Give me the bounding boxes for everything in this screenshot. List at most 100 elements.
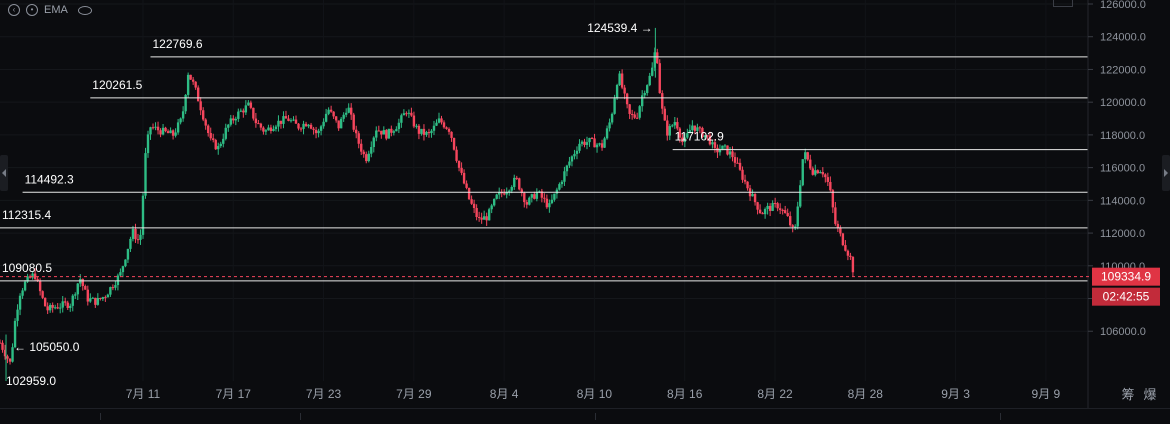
candle-body [618, 73, 621, 86]
candle-body [831, 190, 835, 208]
candle-body [796, 206, 799, 227]
candle-body [585, 142, 589, 145]
candle-body [334, 116, 338, 121]
candle-body [43, 297, 47, 307]
candle-body [763, 208, 767, 215]
candle-body [776, 203, 779, 209]
candle-body [465, 183, 468, 188]
candle-body [264, 130, 268, 132]
candle-body [422, 128, 426, 135]
candle-body [91, 297, 95, 299]
candle-body [713, 142, 717, 148]
candle-body [756, 202, 759, 210]
collapse-right-panel-button[interactable] [1162, 155, 1170, 191]
candle-body [741, 169, 744, 180]
eye-hidden-icon[interactable] [77, 5, 92, 15]
candle-body [209, 133, 212, 139]
x-tick-label: 8月 28 [848, 387, 884, 401]
candle-body [693, 125, 697, 131]
candle-body [1, 342, 4, 350]
candle-body [415, 125, 418, 127]
candle-body [48, 304, 52, 311]
candle-body [630, 113, 634, 115]
candle-body [362, 151, 365, 155]
candle-body [420, 128, 423, 134]
collapse-left-panel-button[interactable] [0, 155, 8, 191]
candle-body [595, 144, 599, 148]
candle-body [731, 151, 734, 158]
countdown-label: 02:42:55 [1103, 290, 1150, 304]
candle-body [673, 122, 677, 126]
candle-body [196, 87, 200, 102]
candle-body [435, 122, 438, 126]
candle-body [244, 105, 248, 113]
chevron-left-icon[interactable]: ‹ [8, 4, 20, 16]
candle-body [322, 121, 325, 127]
candle-body [304, 123, 308, 127]
candle-body [294, 119, 298, 124]
candle-body [184, 94, 187, 112]
candle-body [773, 202, 777, 204]
candle-body [81, 279, 84, 287]
candle-body [450, 131, 453, 138]
candle-body [131, 228, 135, 239]
candle-body [355, 129, 358, 134]
candlestick-series [0, 27, 855, 381]
candle-body [207, 125, 210, 134]
ema-indicator-label[interactable]: EMA [44, 4, 68, 16]
current-price-label: 109334.9 [1101, 270, 1151, 284]
candle-body [809, 159, 812, 169]
candle-body [171, 130, 175, 136]
candle-body [312, 128, 315, 130]
candle-body [299, 128, 303, 130]
candle-body [834, 207, 837, 224]
candle-body [495, 194, 498, 199]
chart-settings-button[interactable] [1053, 0, 1073, 7]
candle-body [66, 302, 69, 308]
candle-body [851, 257, 855, 273]
candle-body [540, 191, 544, 198]
candle-body [387, 128, 391, 139]
candle-body [839, 228, 842, 234]
level-label: 117102.9 [675, 130, 724, 144]
candle-body [472, 203, 476, 209]
candle-body [824, 174, 827, 178]
candle-body [317, 130, 320, 134]
candle-body [272, 129, 275, 131]
countdown-tag [1092, 287, 1160, 306]
candle-body [274, 126, 278, 130]
candle-body [651, 67, 654, 76]
candle-body [344, 112, 348, 115]
candle-body [410, 112, 413, 116]
current-price-marker: 109334.9 02:42:55 [0, 267, 1160, 306]
bell-icon[interactable]: • [26, 4, 38, 16]
candle-body [327, 109, 330, 114]
level-label: 112315.4 [2, 208, 51, 222]
candle-body [816, 170, 819, 174]
candle-body [3, 349, 7, 357]
candle-body [242, 110, 245, 113]
level-label: 109080.5 [2, 261, 52, 275]
candle-body [550, 199, 554, 204]
bottom-toolbar-divider [595, 413, 596, 420]
candle-body [432, 125, 436, 131]
candle-body [360, 143, 363, 152]
candle-body [543, 197, 546, 199]
candle-body [69, 305, 72, 308]
candle-body [751, 194, 754, 197]
candle-body [804, 152, 807, 160]
candle-body [430, 130, 433, 134]
candle-body [282, 116, 285, 124]
candle-body [352, 114, 355, 130]
candle-body [688, 130, 692, 134]
candle-body [377, 130, 380, 132]
candle-body [186, 74, 190, 95]
candle-body [284, 116, 288, 119]
candle-body [297, 123, 300, 129]
candle-body [753, 194, 757, 203]
candle-body [417, 125, 421, 134]
candle-body [279, 120, 283, 124]
candle-body [239, 110, 243, 112]
